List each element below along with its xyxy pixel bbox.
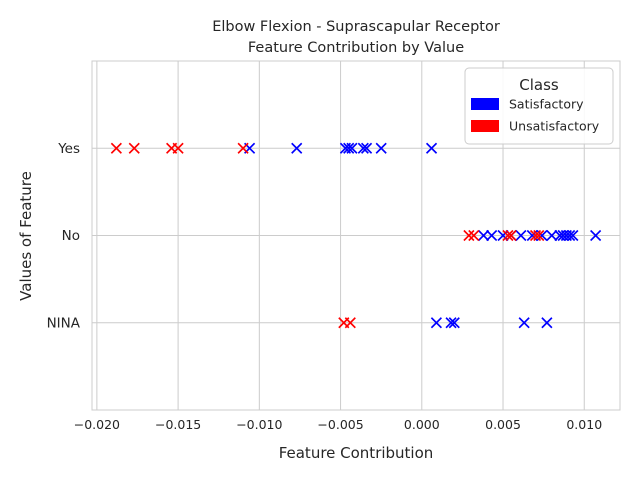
x-marker-point bbox=[505, 229, 517, 242]
x-marker-point bbox=[529, 229, 542, 242]
plot-area-frame bbox=[91, 60, 621, 411]
x-marker-point bbox=[477, 229, 490, 242]
x-marker-point bbox=[425, 142, 438, 154]
x-marker-point bbox=[375, 142, 387, 154]
x-marker-point bbox=[502, 229, 514, 242]
legend-swatch-satisfactory bbox=[471, 98, 499, 110]
x-axis-ticks: −0.020 −0.015 −0.010 −0.005 0.000 0.005 0.010 bbox=[74, 417, 602, 432]
chart-subtitle: Feature Contribution by Value bbox=[248, 40, 464, 56]
x-marker-point bbox=[515, 229, 527, 242]
legend-label-unsatisfactory: Unsatisfactory bbox=[509, 119, 600, 134]
x-marker-point bbox=[468, 229, 480, 242]
x-marker-point bbox=[564, 229, 576, 242]
x-tick-label: −0.010 bbox=[236, 417, 282, 432]
x-tick-label: −0.015 bbox=[155, 417, 201, 432]
x-marker-point bbox=[590, 229, 602, 242]
data-points bbox=[110, 142, 602, 329]
legend: Class Satisfactory Unsatisfactory bbox=[464, 67, 614, 145]
x-marker-point bbox=[237, 142, 249, 154]
legend-label-satisfactory: Satisfactory bbox=[509, 97, 584, 112]
y-tick-label: Yes bbox=[57, 141, 80, 157]
x-marker-point bbox=[533, 229, 545, 242]
y-axis-label: Values of Feature bbox=[17, 171, 35, 301]
x-marker-point bbox=[430, 317, 442, 329]
x-marker-point bbox=[360, 142, 373, 154]
chart-title: Elbow Flexion - Suprascapular Receptor bbox=[212, 19, 500, 35]
x-marker-point bbox=[445, 317, 457, 329]
x-marker-point bbox=[172, 142, 184, 154]
x-tick-label: −0.005 bbox=[317, 417, 363, 432]
series-unsatisfactory bbox=[110, 142, 545, 329]
x-marker-point bbox=[448, 317, 460, 329]
y-tick-label: NINA bbox=[47, 315, 81, 331]
x-marker-point bbox=[128, 142, 140, 154]
x-marker-point bbox=[567, 229, 579, 242]
x-marker-point bbox=[343, 142, 355, 154]
x-marker-point bbox=[344, 317, 356, 329]
series-satisfactory bbox=[244, 142, 602, 329]
x-marker-point bbox=[546, 229, 558, 242]
x-marker-point bbox=[497, 229, 509, 242]
x-tick-label: 0.005 bbox=[485, 417, 521, 432]
x-marker-point bbox=[486, 229, 498, 242]
legend-title: Class bbox=[519, 76, 559, 94]
legend-swatch-unsatisfactory bbox=[471, 120, 499, 132]
x-marker-point bbox=[463, 229, 475, 242]
x-marker-point bbox=[110, 142, 122, 154]
y-axis-ticks: NINA No Yes bbox=[47, 141, 81, 332]
x-tick-label: −0.020 bbox=[74, 417, 120, 432]
x-tick-label: 0.010 bbox=[566, 417, 602, 432]
x-tick-label: 0.000 bbox=[404, 417, 440, 432]
x-marker-point bbox=[291, 142, 303, 154]
y-tick-label: No bbox=[62, 228, 80, 244]
x-marker-point bbox=[346, 142, 358, 154]
x-marker-point bbox=[541, 317, 553, 329]
x-axis-label: Feature Contribution bbox=[279, 444, 434, 462]
x-marker-point bbox=[357, 142, 369, 154]
legend-box bbox=[464, 67, 614, 145]
x-marker-point bbox=[518, 317, 530, 329]
